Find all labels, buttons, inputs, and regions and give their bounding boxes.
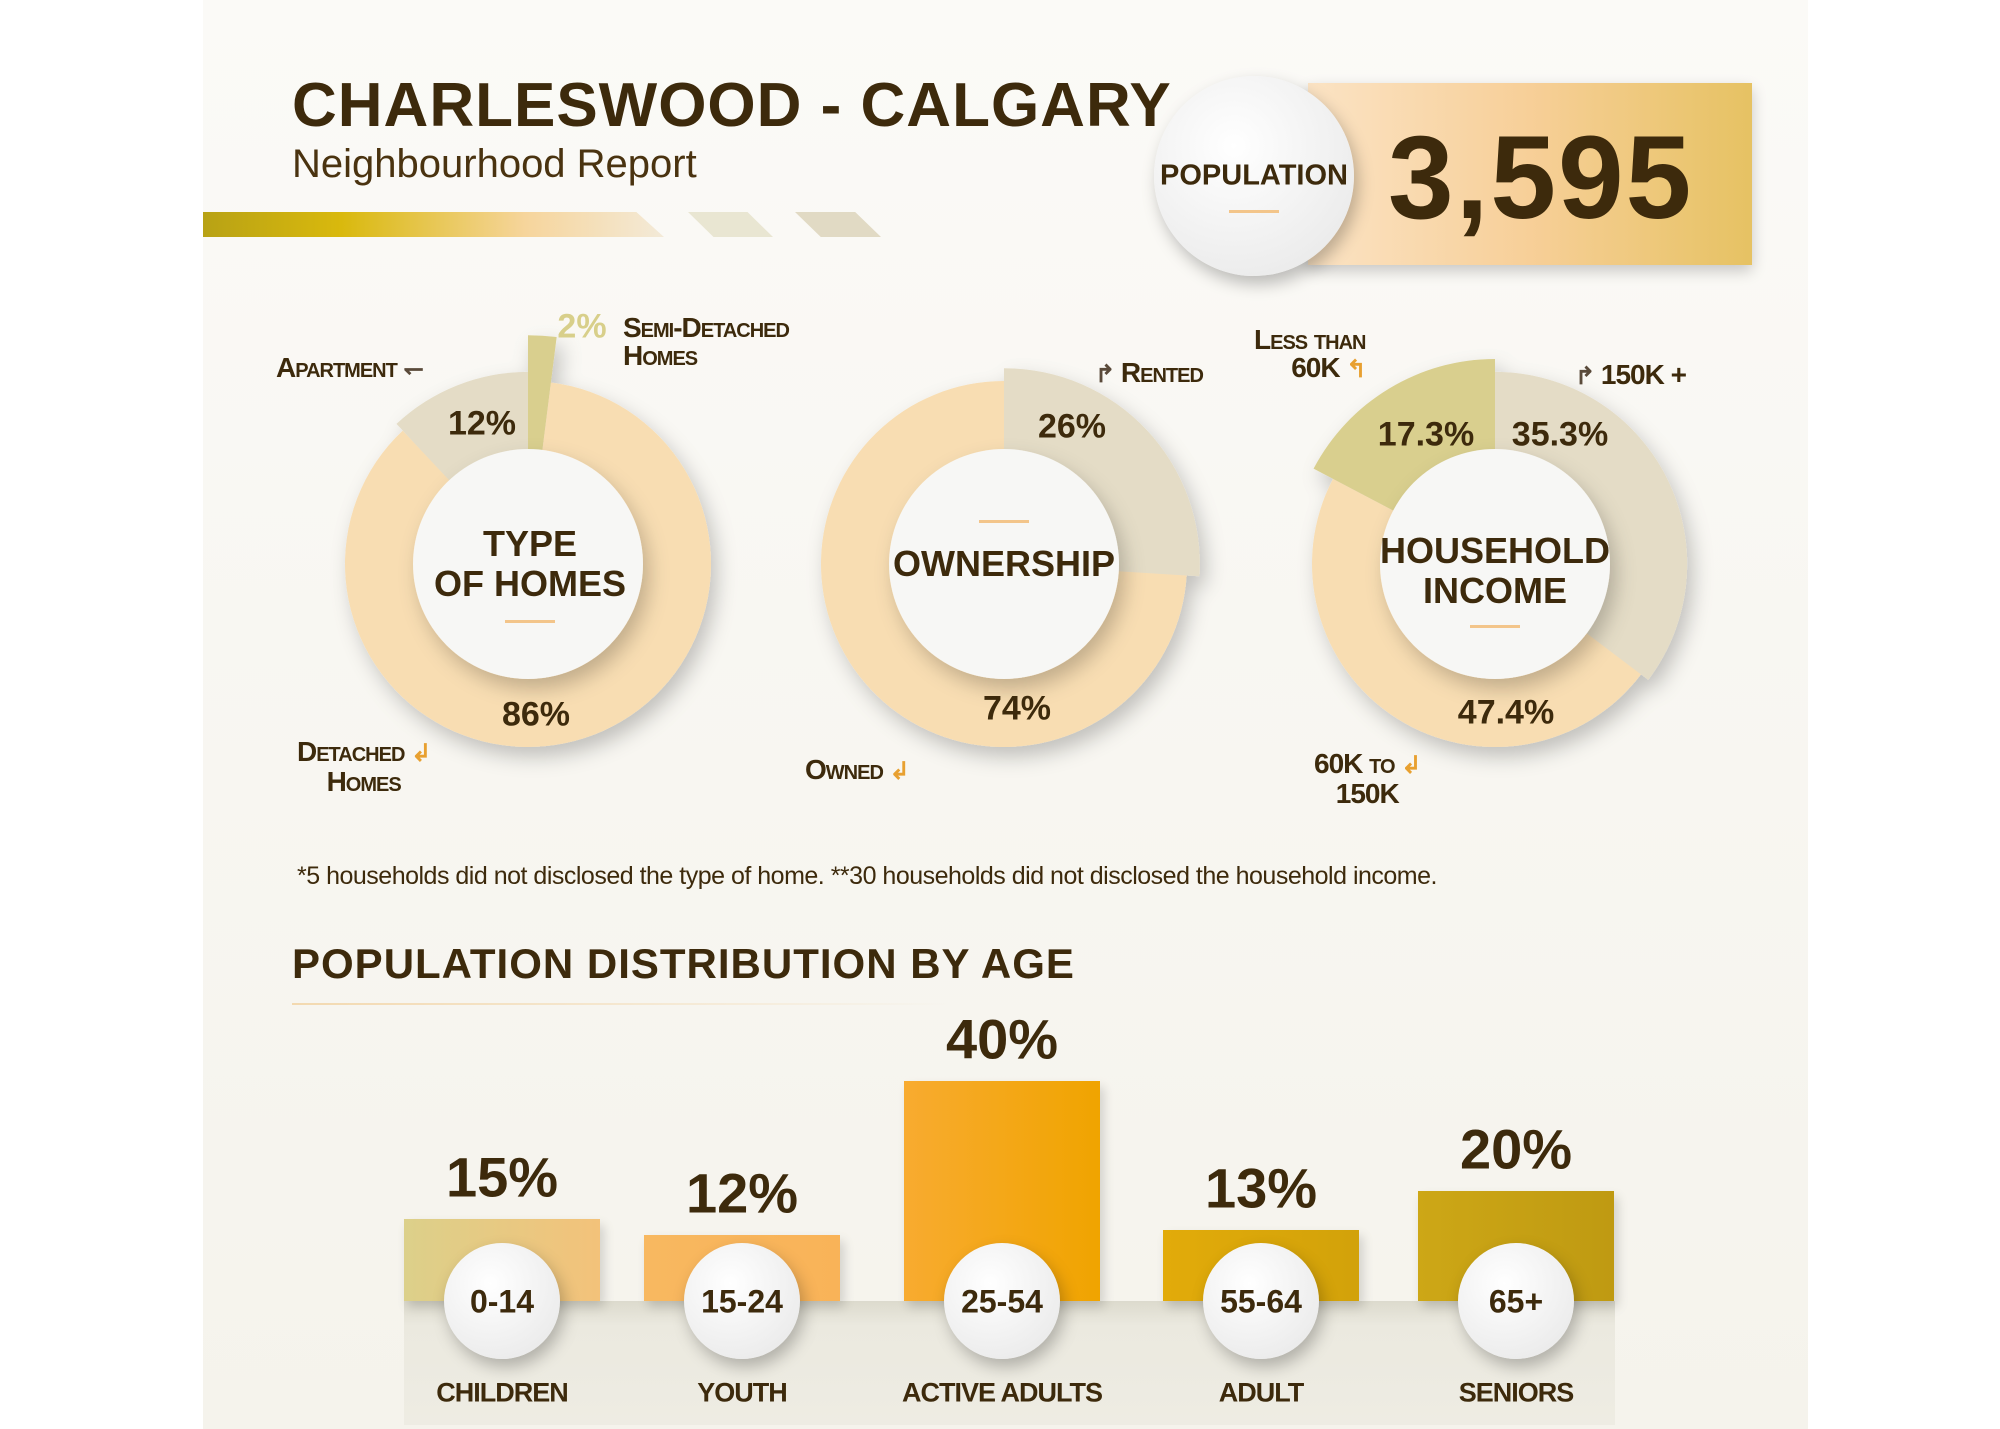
label-less-than-60k: Less than 60K ↰ bbox=[1254, 324, 1366, 384]
pct-less-than-60k: 17.3% bbox=[1377, 415, 1475, 454]
population-box bbox=[1308, 83, 1752, 265]
label-text: Detached bbox=[297, 736, 405, 767]
label-text: 150K bbox=[1335, 778, 1400, 809]
label-text: Rented bbox=[1120, 357, 1204, 388]
label-text: Apartment bbox=[276, 352, 398, 383]
age-circle bbox=[944, 1243, 1060, 1359]
pct-owned: 74% bbox=[982, 689, 1052, 728]
donut-center bbox=[413, 449, 643, 679]
age-range-label: 55-64 bbox=[1220, 1283, 1302, 1320]
decorative-stripe bbox=[203, 212, 664, 237]
title-line: INCOME bbox=[1422, 570, 1567, 611]
footnote: *5 households did not disclosed the type… bbox=[297, 862, 1437, 890]
age-range-label: 0-14 bbox=[469, 1283, 535, 1320]
population-circle bbox=[1154, 76, 1354, 276]
title-line: HOUSEHOLD bbox=[1379, 530, 1611, 571]
label-text: 60K bbox=[1291, 352, 1340, 383]
title-line: TYPE bbox=[482, 523, 578, 564]
bar-value-label: 12% bbox=[685, 1161, 799, 1225]
pct-150k-plus: 35.3% bbox=[1511, 415, 1609, 454]
label-text: Less than bbox=[1254, 324, 1366, 355]
donut-title-household-income: HOUSEHOLD INCOME bbox=[1380, 531, 1610, 611]
label-semi-detached: Semi-Detached Homes bbox=[623, 312, 790, 371]
title-line: OF HOMES bbox=[433, 563, 627, 604]
label-text: Homes bbox=[623, 340, 698, 371]
age-circle bbox=[1458, 1243, 1574, 1359]
divider bbox=[1470, 625, 1520, 628]
age-circle bbox=[684, 1243, 800, 1359]
pct-rented: 26% bbox=[1037, 407, 1107, 446]
pct-semi-detached: 2% bbox=[557, 307, 607, 346]
bar-value-label: 20% bbox=[1459, 1117, 1573, 1181]
divider bbox=[292, 1003, 952, 1005]
pct-detached: 86% bbox=[501, 695, 571, 734]
donut-center bbox=[889, 449, 1119, 679]
age-group-label: YOUTH bbox=[697, 1377, 787, 1408]
age-section-title: POPULATION DISTRIBUTION BY AGE bbox=[292, 940, 1075, 987]
label-150k-plus: ↱ 150K + bbox=[1575, 359, 1687, 391]
label-text: 60K to bbox=[1314, 748, 1396, 779]
label-60k-to-150k: 60K to ↲ 150K bbox=[1314, 748, 1421, 809]
donut-title-ownership: OWNERSHIP bbox=[892, 543, 1116, 584]
donut-center bbox=[1380, 449, 1610, 679]
page-title: CHARLESWOOD - CALGARY bbox=[292, 71, 1172, 140]
bar-value-label: 13% bbox=[1204, 1156, 1318, 1219]
label-text: Semi-Detached bbox=[623, 312, 790, 343]
bar-value-label: 15% bbox=[445, 1145, 559, 1208]
age-range-label: 65+ bbox=[1488, 1283, 1544, 1320]
age-range-label: 15-24 bbox=[701, 1283, 783, 1320]
divider bbox=[1229, 210, 1279, 213]
age-range-label: 25-54 bbox=[961, 1283, 1043, 1320]
pct-apartment: 12% bbox=[447, 404, 517, 443]
population-label: POPULATION bbox=[1160, 159, 1348, 192]
pct-60k-to-150k: 47.4% bbox=[1457, 693, 1555, 732]
divider bbox=[979, 520, 1029, 523]
label-text: Homes bbox=[326, 766, 402, 797]
page-subtitle: Neighbourhood Report bbox=[292, 142, 697, 186]
label-owned: Owned ↲ bbox=[805, 754, 910, 786]
age-group-label: ADULT bbox=[1218, 1377, 1304, 1408]
label-text: 150K + bbox=[1600, 359, 1687, 390]
bar-value-label: 40% bbox=[945, 1007, 1059, 1071]
age-circle bbox=[1203, 1243, 1319, 1359]
label-detached: Detached ↲ Homes bbox=[297, 736, 431, 797]
age-group-label: SENIORS bbox=[1458, 1377, 1575, 1408]
age-group-label: ACTIVE ADULTS bbox=[902, 1377, 1103, 1408]
label-apartment: Apartment ↽ bbox=[276, 352, 424, 384]
age-group-label: CHILDREN bbox=[436, 1377, 568, 1408]
donut-title-type-of-homes: TYPE OF HOMES bbox=[434, 524, 626, 604]
label-rented: ↱ Rented bbox=[1095, 357, 1204, 389]
population-value: 3,595 bbox=[1388, 112, 1694, 244]
age-circle bbox=[444, 1243, 560, 1359]
divider bbox=[505, 620, 555, 623]
label-text: Owned bbox=[805, 754, 884, 785]
